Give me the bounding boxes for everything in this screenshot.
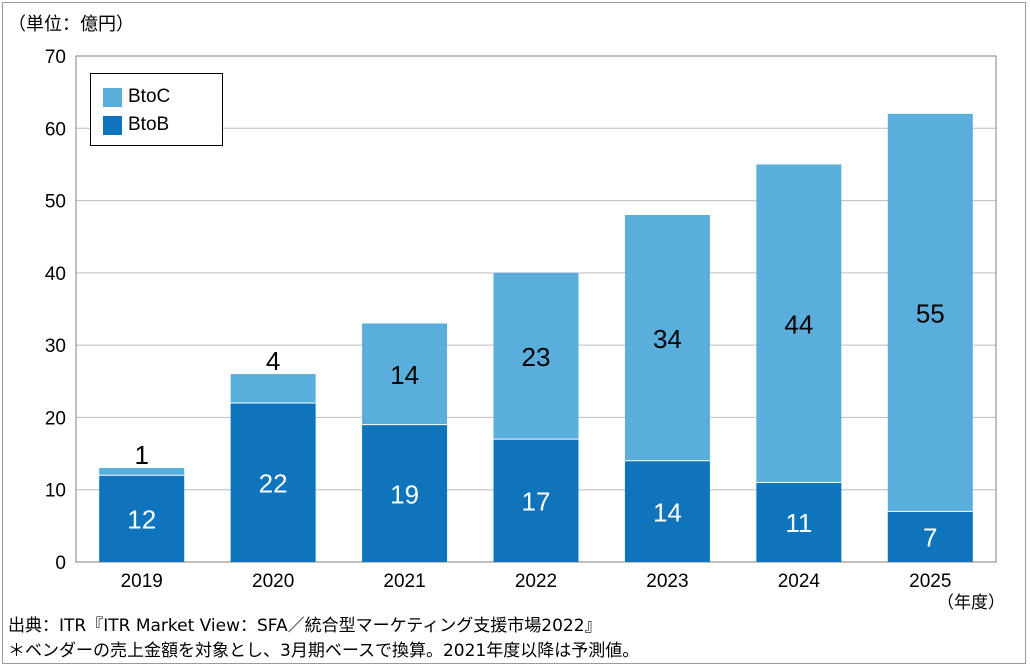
y-unit-label: （単位：億円） xyxy=(8,14,134,35)
legend-label-btoc: BtoC xyxy=(128,86,171,107)
data-label-btoc-2022: 23 xyxy=(522,342,551,372)
bar-btoc-2021 xyxy=(362,323,448,425)
data-label-btoc-2021: 14 xyxy=(390,360,419,390)
footnote: ＊ベンダーの売上金額を対象とし、3月期ベースで換算。2021年度以降は予測値。 xyxy=(8,641,640,661)
x-tick-label-2022: 2022 xyxy=(515,571,557,592)
x-tick-label-2019: 2019 xyxy=(121,571,163,592)
y-tick-label: 40 xyxy=(45,264,66,285)
bar-btob-2023 xyxy=(624,460,710,562)
y-tick-label: 60 xyxy=(45,119,66,140)
x-tick-label-2021: 2021 xyxy=(383,571,425,592)
data-label-btob-2019: 12 xyxy=(127,505,156,535)
bar-btoc-2023 xyxy=(624,215,710,461)
legend-item-btob: BtoB xyxy=(103,114,169,136)
legend-label-btob: BtoB xyxy=(128,114,170,135)
data-label-btob-2022: 17 xyxy=(522,487,551,517)
data-label-btoc-2025: 55 xyxy=(916,299,945,329)
legend-item-btoc: BtoC xyxy=(103,86,170,108)
bar-btob-2019 xyxy=(99,475,185,562)
bar-btoc-2022 xyxy=(493,272,579,440)
data-label-btob-2020: 22 xyxy=(259,468,288,498)
y-tick-label: 10 xyxy=(45,481,66,502)
data-label-btoc-2023: 34 xyxy=(653,324,682,354)
legend: BtoC BtoB xyxy=(90,73,223,146)
y-tick-label: 70 xyxy=(45,47,66,68)
bar-btob-2024 xyxy=(756,482,842,562)
bar-btoc-2025 xyxy=(887,113,973,512)
bar-btob-2020 xyxy=(230,402,316,562)
y-tick-label: 50 xyxy=(45,192,66,213)
data-label-btob-2021: 19 xyxy=(390,479,419,509)
x-tick-label-2020: 2020 xyxy=(252,571,294,592)
source-note: 出典：ITR『ITR Market View：SFA／統合型マーケティング支援市… xyxy=(8,616,602,636)
legend-swatch-btob xyxy=(103,115,122,135)
bar-btoc-2020 xyxy=(230,374,316,403)
bar-btob-2025 xyxy=(887,511,973,562)
x-unit-label: （年度） xyxy=(937,593,1005,613)
y-tick-label: 0 xyxy=(55,553,66,574)
data-label-btob-2024: 11 xyxy=(785,508,812,538)
data-label-btob-2025: 7 xyxy=(923,523,937,553)
y-tick-label: 30 xyxy=(45,336,66,357)
y-tick-label: 20 xyxy=(45,408,66,429)
x-tick-label-2023: 2023 xyxy=(646,571,688,592)
data-label-btob-2023: 14 xyxy=(653,497,682,527)
x-tick-label-2024: 2024 xyxy=(778,571,821,592)
legend-swatch-btoc xyxy=(103,87,122,107)
data-label-btoc-2020: 4 xyxy=(266,346,280,376)
bar-btoc-2019 xyxy=(99,468,185,476)
data-label-btoc-2019: 1 xyxy=(134,440,148,470)
x-tick-label-2025: 2025 xyxy=(909,571,951,592)
data-label-btoc-2024: 44 xyxy=(784,309,813,339)
bar-btob-2022 xyxy=(493,439,579,562)
bar-btob-2021 xyxy=(362,424,448,562)
bar-btoc-2024 xyxy=(756,164,842,483)
